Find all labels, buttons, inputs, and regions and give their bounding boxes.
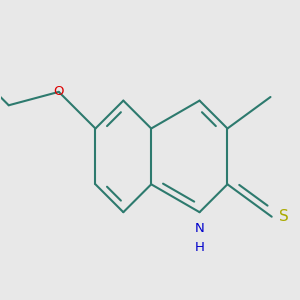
Text: O: O [53,85,64,98]
Text: H: H [195,241,205,254]
Text: N: N [195,222,204,235]
Text: S: S [279,209,289,224]
